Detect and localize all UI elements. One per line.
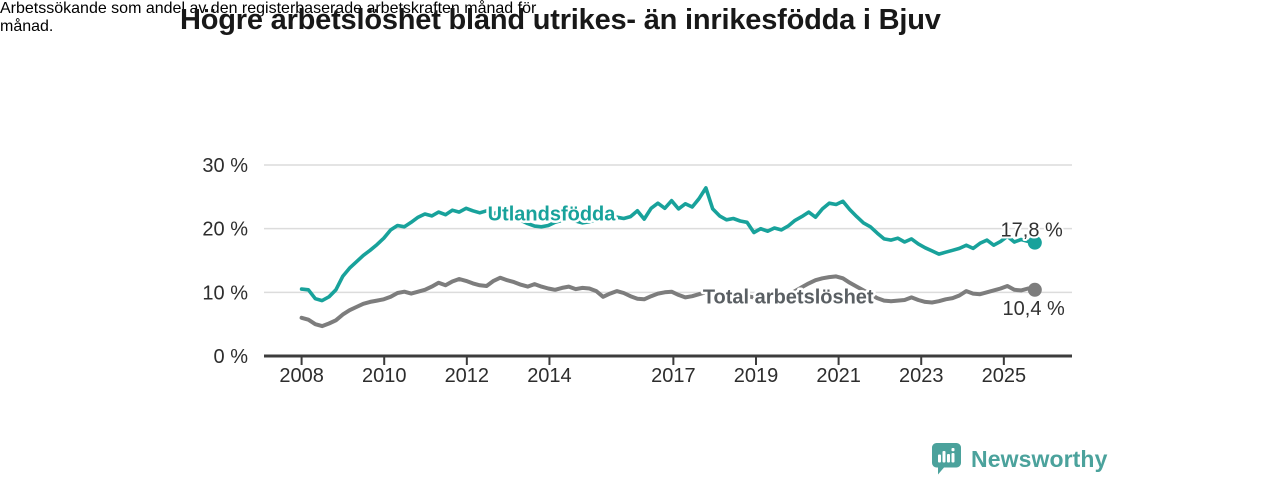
speech-bubble-shape — [932, 443, 961, 475]
logo-exclamation-bar — [951, 453, 955, 463]
newsworthy-logo-icon — [932, 443, 961, 475]
x-tick-label: 2019 — [734, 365, 779, 387]
brand-name: Newsworthy — [971, 445, 1108, 472]
x-tick-label: 2008 — [279, 365, 324, 387]
x-tick-label: 2010 — [362, 365, 407, 387]
series-end-dot-total-arbetsl-shet — [1027, 282, 1042, 297]
logo-bar-1 — [938, 454, 941, 463]
series-line-total-arbetsl-shet — [299, 274, 1037, 329]
y-tick-label: 0 % — [214, 346, 249, 368]
logo-bar-2 — [942, 451, 946, 463]
chart-subtitle-line-1: Arbetssökande som andel av den registerb… — [0, 0, 537, 17]
series-line-utlandsf-dda — [299, 186, 1037, 303]
y-tick-label: 20 % — [202, 219, 248, 241]
logo-bar-3 — [947, 454, 950, 463]
brand-footer: Newsworthy — [931, 442, 1107, 476]
series-end-value-total-arbetsl-shet: 10,4 % — [1003, 298, 1065, 320]
x-tick-label: 2014 — [527, 365, 572, 387]
x-tick-label: 2017 — [651, 365, 696, 387]
chart-subtitle-line-2: månad. — [0, 18, 54, 35]
x-tick-label: 2023 — [899, 365, 944, 387]
x-tick-label: 2021 — [816, 365, 861, 387]
series-end-value-utlandsf-dda: 17,8 % — [1001, 220, 1063, 242]
y-tick-label: 30 % — [202, 155, 248, 177]
series-label-total-arbetsl-shet: Total arbetslöshet — [703, 286, 874, 308]
x-tick-label: 2025 — [982, 365, 1027, 387]
logo-exclamation-dot — [951, 448, 955, 452]
chart-title: Högre arbetslöshet bland utrikes- än inr… — [180, 4, 941, 36]
series-end-dot-utlandsf-dda — [1027, 235, 1042, 250]
x-tick-label: 2012 — [445, 365, 490, 387]
series-label-utlandsf-dda: Utlandsfödda — [488, 204, 617, 226]
y-tick-label: 10 % — [202, 282, 248, 304]
